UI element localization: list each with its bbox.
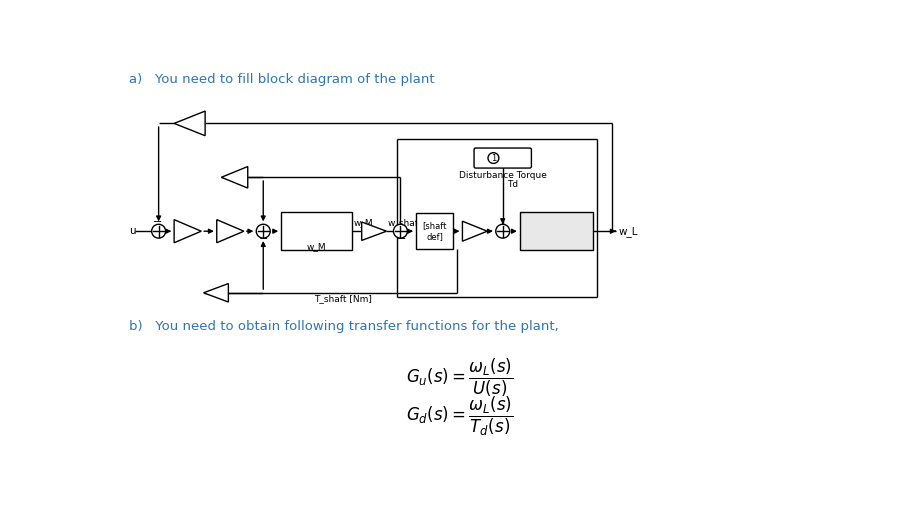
Polygon shape xyxy=(222,166,248,188)
Text: Disturbance Torque: Disturbance Torque xyxy=(458,171,546,180)
Text: −: − xyxy=(259,233,269,244)
Bar xyxy=(281,212,353,250)
Text: u: u xyxy=(129,226,135,236)
Text: Td: Td xyxy=(507,180,518,188)
Polygon shape xyxy=(174,111,205,136)
Polygon shape xyxy=(217,220,244,243)
Text: w_L: w_L xyxy=(618,226,638,237)
Text: w_shaft: w_shaft xyxy=(388,218,422,227)
Text: b)   You need to obtain following transfer functions for the plant,: b) You need to obtain following transfer… xyxy=(129,320,559,333)
Text: $G_u(s) = \dfrac{\omega_L(s)}{U(s)}$: $G_u(s) = \dfrac{\omega_L(s)}{U(s)}$ xyxy=(405,356,513,399)
Text: −: − xyxy=(396,233,405,244)
Text: a)   You need to fill block diagram of the plant: a) You need to fill block diagram of the… xyxy=(129,73,435,87)
Polygon shape xyxy=(361,222,387,241)
Text: −: − xyxy=(152,217,161,227)
FancyBboxPatch shape xyxy=(474,148,531,168)
Circle shape xyxy=(152,224,166,238)
Text: w_M: w_M xyxy=(307,242,327,251)
Bar xyxy=(519,212,593,250)
Circle shape xyxy=(257,224,270,238)
Text: $G_d(s) = \dfrac{\omega_L(s)}{T_d(s)}$: $G_d(s) = \dfrac{\omega_L(s)}{T_d(s)}$ xyxy=(405,394,513,438)
Polygon shape xyxy=(174,220,201,243)
Text: [shaft
def]: [shaft def] xyxy=(422,221,447,241)
Circle shape xyxy=(488,152,499,163)
Text: w_M: w_M xyxy=(354,218,373,227)
Circle shape xyxy=(496,224,509,238)
Polygon shape xyxy=(463,221,487,241)
Text: 1: 1 xyxy=(491,153,496,163)
Circle shape xyxy=(394,224,407,238)
Polygon shape xyxy=(204,284,229,302)
Text: T_shaft [Nm]: T_shaft [Nm] xyxy=(314,295,371,303)
Bar xyxy=(416,214,453,249)
